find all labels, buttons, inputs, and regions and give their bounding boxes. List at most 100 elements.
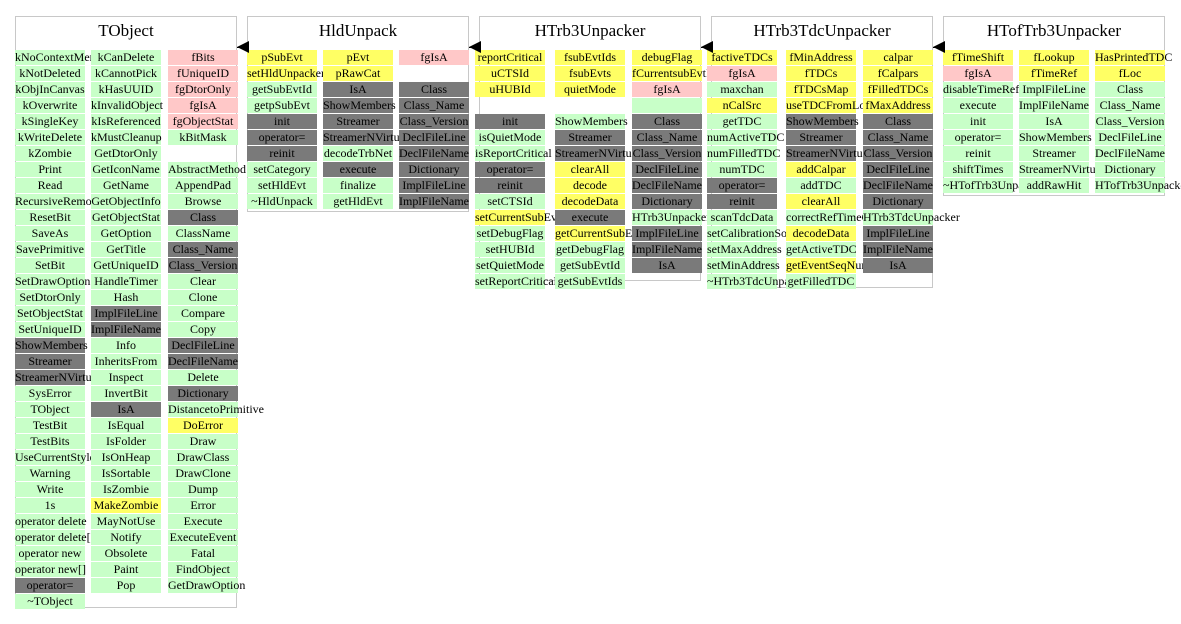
member-item[interactable]: debugFlag (632, 50, 702, 65)
member-item[interactable]: setCalibrationSource (707, 226, 808, 241)
member-item[interactable]: HTrb3Unpacker (632, 210, 711, 225)
member-item[interactable]: ~HldUnpack (247, 194, 317, 209)
member-item[interactable]: TestBits (15, 434, 85, 449)
member-item[interactable]: IsA (91, 402, 161, 417)
member-item[interactable]: fgIsA (943, 66, 1013, 81)
member-item[interactable]: GetObjectInfo (91, 194, 161, 209)
member-item[interactable]: getSubEvtIds (555, 274, 625, 289)
member-item[interactable]: MakeZombie (91, 498, 161, 513)
member-item[interactable]: kWriteDelete (15, 130, 85, 145)
member-item[interactable]: DeclFileName (863, 178, 933, 193)
member-item[interactable]: useTDCFromLookup (786, 98, 890, 113)
member-item[interactable]: isReportCritical (475, 146, 552, 161)
member-item[interactable]: IsA (863, 258, 933, 273)
member-item[interactable]: kZombie (15, 146, 85, 161)
member-item[interactable]: InvertBit (91, 386, 161, 401)
member-item[interactable]: ImplFileLine (863, 226, 933, 241)
member-item[interactable]: getpSubEvt (247, 98, 317, 113)
member-item[interactable]: HandleTimer (91, 274, 161, 289)
member-item[interactable]: IsEqual (91, 418, 161, 433)
member-item[interactable]: setCTSId (475, 194, 545, 209)
member-item[interactable]: IsA (323, 82, 393, 97)
member-item[interactable]: Inspect (91, 370, 161, 385)
member-item[interactable]: fMinAddress (786, 50, 856, 65)
member-item[interactable]: Obsolete (91, 546, 161, 561)
member-item[interactable]: Dictionary (399, 162, 469, 177)
member-item[interactable]: Write (15, 482, 85, 497)
member-item[interactable]: StreamerNVirtual (555, 146, 641, 161)
member-item[interactable]: Error (168, 498, 238, 513)
member-item[interactable]: Class_Version (1095, 114, 1165, 129)
member-item[interactable]: kSingleKey (15, 114, 85, 129)
member-item[interactable]: correctRefTimeCh (786, 210, 876, 225)
member-item[interactable]: Streamer (323, 114, 393, 129)
member-item[interactable]: getSubEvtId (247, 82, 317, 97)
member-item[interactable]: ShowMembers (15, 338, 88, 353)
member-item[interactable]: setHldEvt (247, 178, 317, 193)
member-item[interactable]: operator new[] (15, 562, 86, 577)
member-item[interactable]: SetDrawOption (15, 274, 91, 289)
member-item[interactable]: InheritsFrom (91, 354, 161, 369)
member-item[interactable]: fgIsA (399, 50, 469, 65)
member-item[interactable]: ShowMembers (1019, 130, 1092, 145)
member-item[interactable]: pRawCat (323, 66, 393, 81)
member-item[interactable]: Browse (168, 194, 238, 209)
member-item[interactable]: SetBit (15, 258, 85, 273)
member-item[interactable]: operator= (247, 130, 317, 145)
member-item[interactable]: reinit (247, 146, 317, 161)
member-item[interactable]: ImplFileName (91, 322, 161, 337)
member-item[interactable]: getHldEvt (323, 194, 393, 209)
member-item[interactable]: clearAll (786, 194, 856, 209)
member-item[interactable]: operator= (707, 178, 777, 193)
member-item[interactable]: kObjInCanvas (15, 82, 85, 97)
member-item[interactable]: IsA (632, 258, 702, 273)
member-item[interactable]: ImplFileLine (399, 178, 469, 193)
member-item[interactable]: ResetBit (15, 210, 85, 225)
member-item[interactable]: execute (943, 98, 1013, 113)
member-item[interactable]: fMaxAddress (863, 98, 933, 113)
member-item[interactable]: fLookup (1019, 50, 1089, 65)
member-item[interactable]: getEventSeqNumber (786, 258, 886, 273)
member-item[interactable]: IsZombie (91, 482, 161, 497)
member-item[interactable]: execute (555, 210, 625, 225)
member-item[interactable]: Read (15, 178, 85, 193)
member-item[interactable]: reinit (943, 146, 1013, 161)
member-item[interactable]: calpar (863, 50, 933, 65)
member-item[interactable]: DeclFileName (1095, 146, 1165, 161)
member-item[interactable]: fTimeRef (1019, 66, 1089, 81)
member-item[interactable]: Streamer (786, 130, 856, 145)
member-item[interactable]: uCTSId (475, 66, 545, 81)
member-item[interactable]: Class_Name (399, 98, 469, 113)
member-item[interactable]: Streamer (1019, 146, 1089, 161)
member-item[interactable]: AbstractMethod (168, 162, 246, 177)
member-item[interactable]: Class (1095, 82, 1165, 97)
member-item[interactable]: Print (15, 162, 85, 177)
member-item[interactable]: operator delete[] (15, 530, 95, 545)
member-item[interactable]: setQuietMode (475, 258, 545, 273)
member-item[interactable]: fsubEvtIds (555, 50, 625, 65)
member-item[interactable]: Notify (91, 530, 161, 545)
member-item[interactable]: DeclFileLine (863, 162, 933, 177)
member-item[interactable]: FindObject (168, 562, 238, 577)
member-item[interactable]: decodeData (786, 226, 856, 241)
member-item[interactable]: RecursiveRemove (15, 194, 103, 209)
member-item[interactable]: fsubEvts (555, 66, 625, 81)
member-item[interactable]: setHUBId (475, 242, 545, 257)
member-item[interactable]: MayNotUse (91, 514, 161, 529)
member-item[interactable]: StreamerNVirtual (1019, 162, 1105, 177)
member-item[interactable]: ShowMembers (786, 114, 859, 129)
member-item[interactable]: ShowMembers (555, 114, 628, 129)
member-item[interactable]: Class_Name (863, 130, 933, 145)
member-item[interactable]: Pop (91, 578, 161, 593)
member-item[interactable]: kIsReferenced (91, 114, 161, 129)
member-item[interactable]: 1s (15, 498, 85, 513)
member-item[interactable]: fFilledTDCs (863, 82, 933, 97)
member-item[interactable]: SavePrimitive (15, 242, 85, 257)
member-item[interactable]: kInvalidObject (91, 98, 163, 113)
member-item[interactable]: DeclFileName (632, 178, 702, 193)
member-item[interactable]: getDebugFlag (555, 242, 625, 257)
member-item[interactable]: reportCritical (475, 50, 545, 65)
member-item[interactable]: Class (863, 114, 933, 129)
member-item[interactable]: SaveAs (15, 226, 85, 241)
member-item[interactable]: ~HTofTrb3Unpacker (943, 178, 1045, 193)
